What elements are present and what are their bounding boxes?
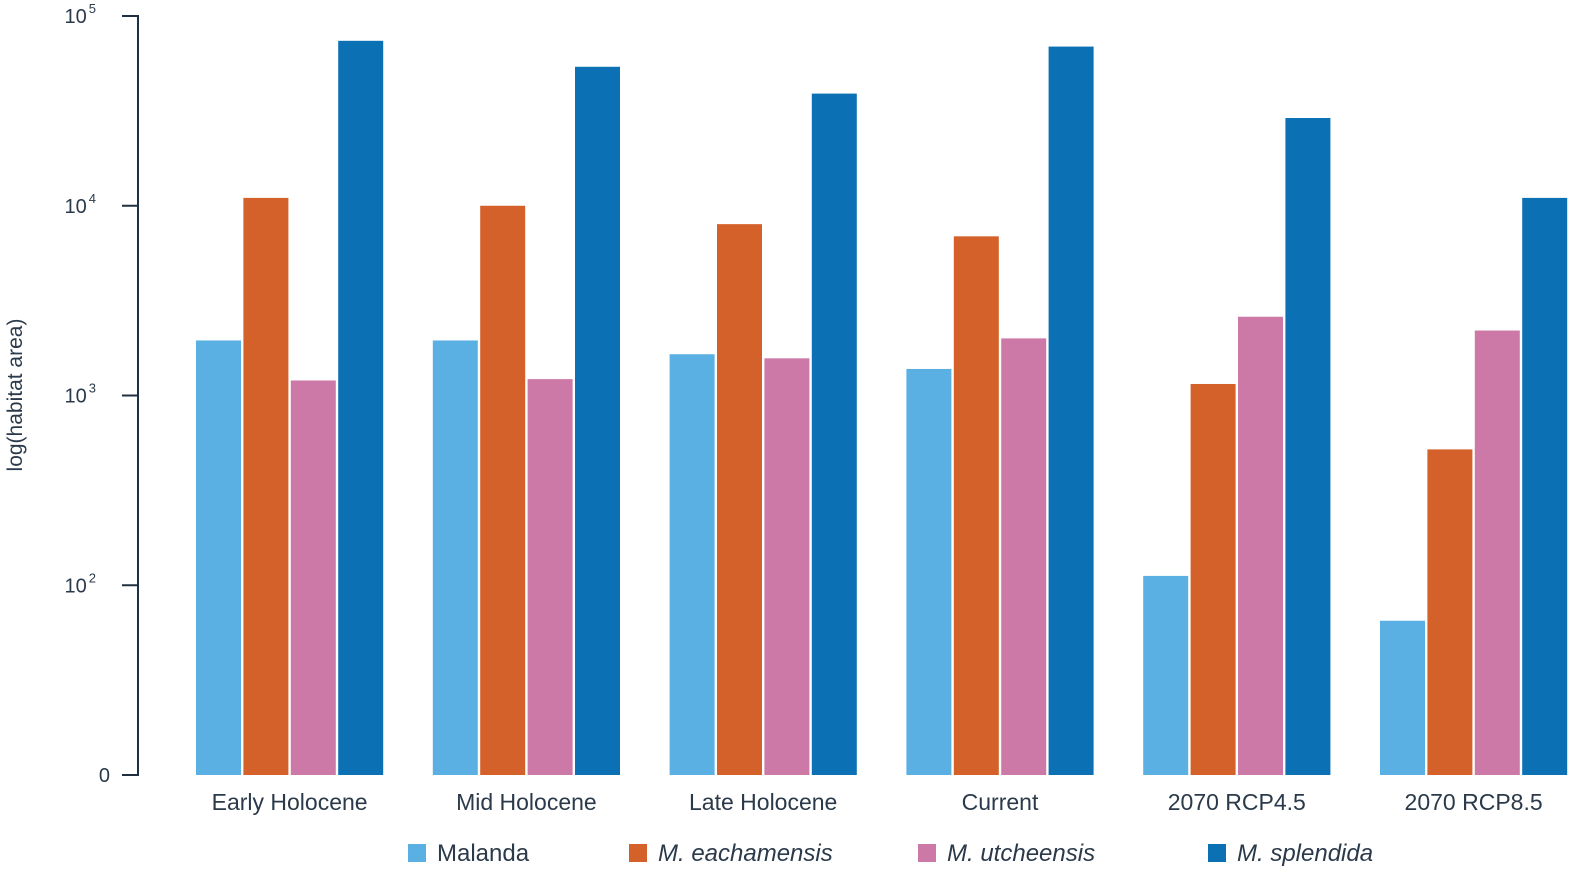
bar xyxy=(717,224,762,775)
bar xyxy=(1143,575,1189,775)
bar xyxy=(290,380,336,775)
bar xyxy=(1001,338,1047,775)
bar xyxy=(196,340,241,775)
bars xyxy=(196,40,1568,776)
bar xyxy=(906,368,952,775)
category-labels: Early Holocene Mid Holocene Late Holocene C… xyxy=(212,789,1543,815)
legend-swatch xyxy=(408,844,426,862)
bar xyxy=(432,340,478,775)
x-tick-label: 2070 RCP8.5 xyxy=(1405,789,1543,815)
bar xyxy=(1048,46,1094,776)
bar xyxy=(1238,316,1283,775)
bar xyxy=(669,354,715,775)
bar xyxy=(243,197,289,775)
legend-swatch xyxy=(918,844,936,862)
x-tick-label: Early Holocene xyxy=(212,789,368,815)
legend-swatch xyxy=(1208,844,1226,862)
bar xyxy=(575,66,620,776)
bar xyxy=(1380,620,1425,775)
bar xyxy=(811,93,857,776)
legend-label: M. utcheensis xyxy=(947,840,1095,867)
x-tick-label: 2070 RCP4.5 xyxy=(1168,789,1306,815)
legend-label: M. splendida xyxy=(1237,840,1373,867)
bar xyxy=(1285,118,1331,775)
y-axis-label: log(habitat area) xyxy=(4,319,27,472)
x-tick-label: Current xyxy=(962,789,1039,815)
bar xyxy=(480,205,526,775)
bar xyxy=(1474,330,1520,775)
y-tick-label: 10 5 xyxy=(65,1,96,28)
bar xyxy=(764,358,810,775)
y-tick-label: 0 xyxy=(99,765,110,787)
bar xyxy=(338,40,384,775)
bar xyxy=(1427,449,1473,775)
x-tick-label: Mid Holocene xyxy=(456,789,597,815)
legend-swatch xyxy=(629,844,647,862)
legend: Malanda M. eachamensis M. utcheensis M. spl… xyxy=(408,840,1373,867)
bar xyxy=(527,379,573,775)
bar xyxy=(1190,383,1236,775)
bar xyxy=(953,236,999,776)
legend-label: M. eachamensis xyxy=(658,840,833,867)
y-tick-label: 10 4 xyxy=(65,191,96,218)
y-tick-label: 10 2 xyxy=(65,570,96,597)
legend-label: Malanda xyxy=(437,840,530,867)
y-tick-label: 10 3 xyxy=(65,381,96,408)
x-tick-label: Late Holocene xyxy=(689,789,837,815)
bar xyxy=(1522,197,1568,775)
